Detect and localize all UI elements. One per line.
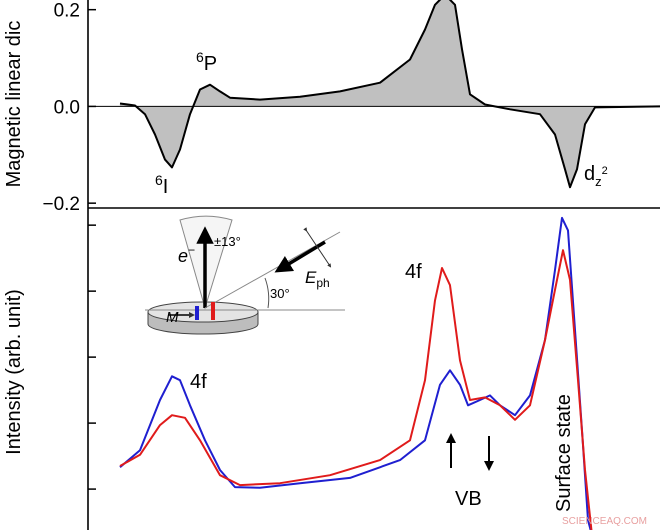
line xyxy=(119,216,592,530)
annotation: 4f xyxy=(190,371,207,393)
line xyxy=(119,249,593,530)
sub: z xyxy=(595,174,602,189)
sup: 6 xyxy=(155,172,163,188)
bottom-plot xyxy=(119,216,593,530)
inset-label: ±13° xyxy=(214,234,241,249)
annotation: VB xyxy=(455,488,482,510)
inset-label: M xyxy=(166,309,179,326)
inset-label: Eph xyxy=(305,268,330,290)
y-tick-label: −0.2 xyxy=(42,194,80,215)
inset-label: e− xyxy=(178,243,195,266)
annotation: 6I xyxy=(155,172,168,198)
inset: e− ±13° 30° Eph M xyxy=(145,215,345,335)
sup: 2 xyxy=(602,165,608,177)
text: I xyxy=(163,176,169,198)
sub: ph xyxy=(316,276,329,290)
sup: − xyxy=(188,243,195,257)
annotation: dz2 xyxy=(584,163,608,189)
line xyxy=(119,0,660,189)
watermark: SCIENCEAQ.COM xyxy=(562,516,647,527)
annotation: 6P xyxy=(196,49,217,75)
polarization xyxy=(303,227,332,268)
inset-label: 30° xyxy=(270,286,290,301)
top-plot xyxy=(88,0,660,189)
annotation: 4f xyxy=(405,261,422,283)
y-tick-label: 0.2 xyxy=(54,1,80,22)
text: P xyxy=(204,53,217,75)
y-axis-label: Intensity (arb. unit) xyxy=(3,289,25,455)
sup: 6 xyxy=(196,49,204,65)
text: E xyxy=(305,268,317,287)
text: e xyxy=(178,246,188,266)
text: d xyxy=(584,163,595,185)
y-tick-label: 0.0 xyxy=(54,97,80,118)
axes: 0.2 0.0 −0.2 xyxy=(42,0,660,530)
angle-arc xyxy=(264,277,270,309)
spin-arrows xyxy=(446,433,494,471)
annotation: Surface state xyxy=(553,394,575,512)
y-axis-label: Magnetic linear dic xyxy=(3,21,25,188)
disk-top xyxy=(147,301,259,323)
area xyxy=(120,0,660,188)
photon-arrow xyxy=(274,240,326,273)
